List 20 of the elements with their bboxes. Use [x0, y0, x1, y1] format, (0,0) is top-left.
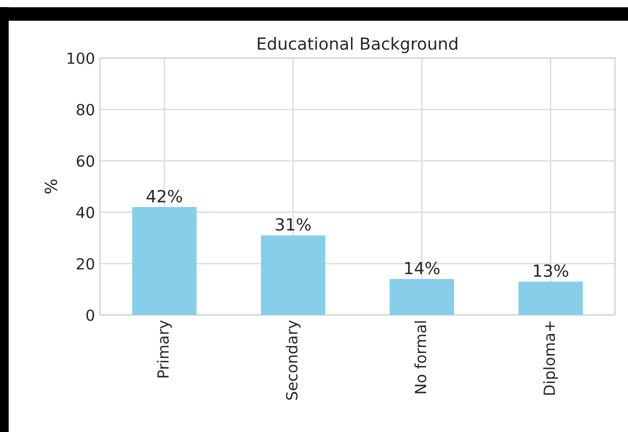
y-tick-label: 20 — [76, 258, 94, 270]
y-axis-title: % — [44, 180, 58, 194]
y-tick-label: 40 — [76, 206, 94, 218]
y-tick-label: 100 — [68, 52, 94, 64]
data-label: 13% — [534, 264, 568, 277]
x-tick-label: Diploma+ — [543, 321, 558, 395]
chart-title: Educational Background — [258, 37, 458, 54]
y-tick-label: 0 — [86, 309, 94, 322]
data-label: 14% — [405, 262, 440, 274]
x-tick-label: Secondary — [286, 320, 301, 400]
x-tick-label: Primary — [156, 320, 172, 378]
y-tick-label: 60 — [76, 155, 94, 167]
x-tick-label: No formal — [414, 321, 426, 394]
bar — [260, 235, 326, 315]
data-label: 42% — [146, 190, 182, 202]
y-tick-label: 80 — [76, 104, 94, 116]
bar — [132, 207, 197, 315]
bar — [390, 279, 454, 315]
bar — [518, 282, 583, 315]
data-label: 31% — [276, 218, 311, 231]
